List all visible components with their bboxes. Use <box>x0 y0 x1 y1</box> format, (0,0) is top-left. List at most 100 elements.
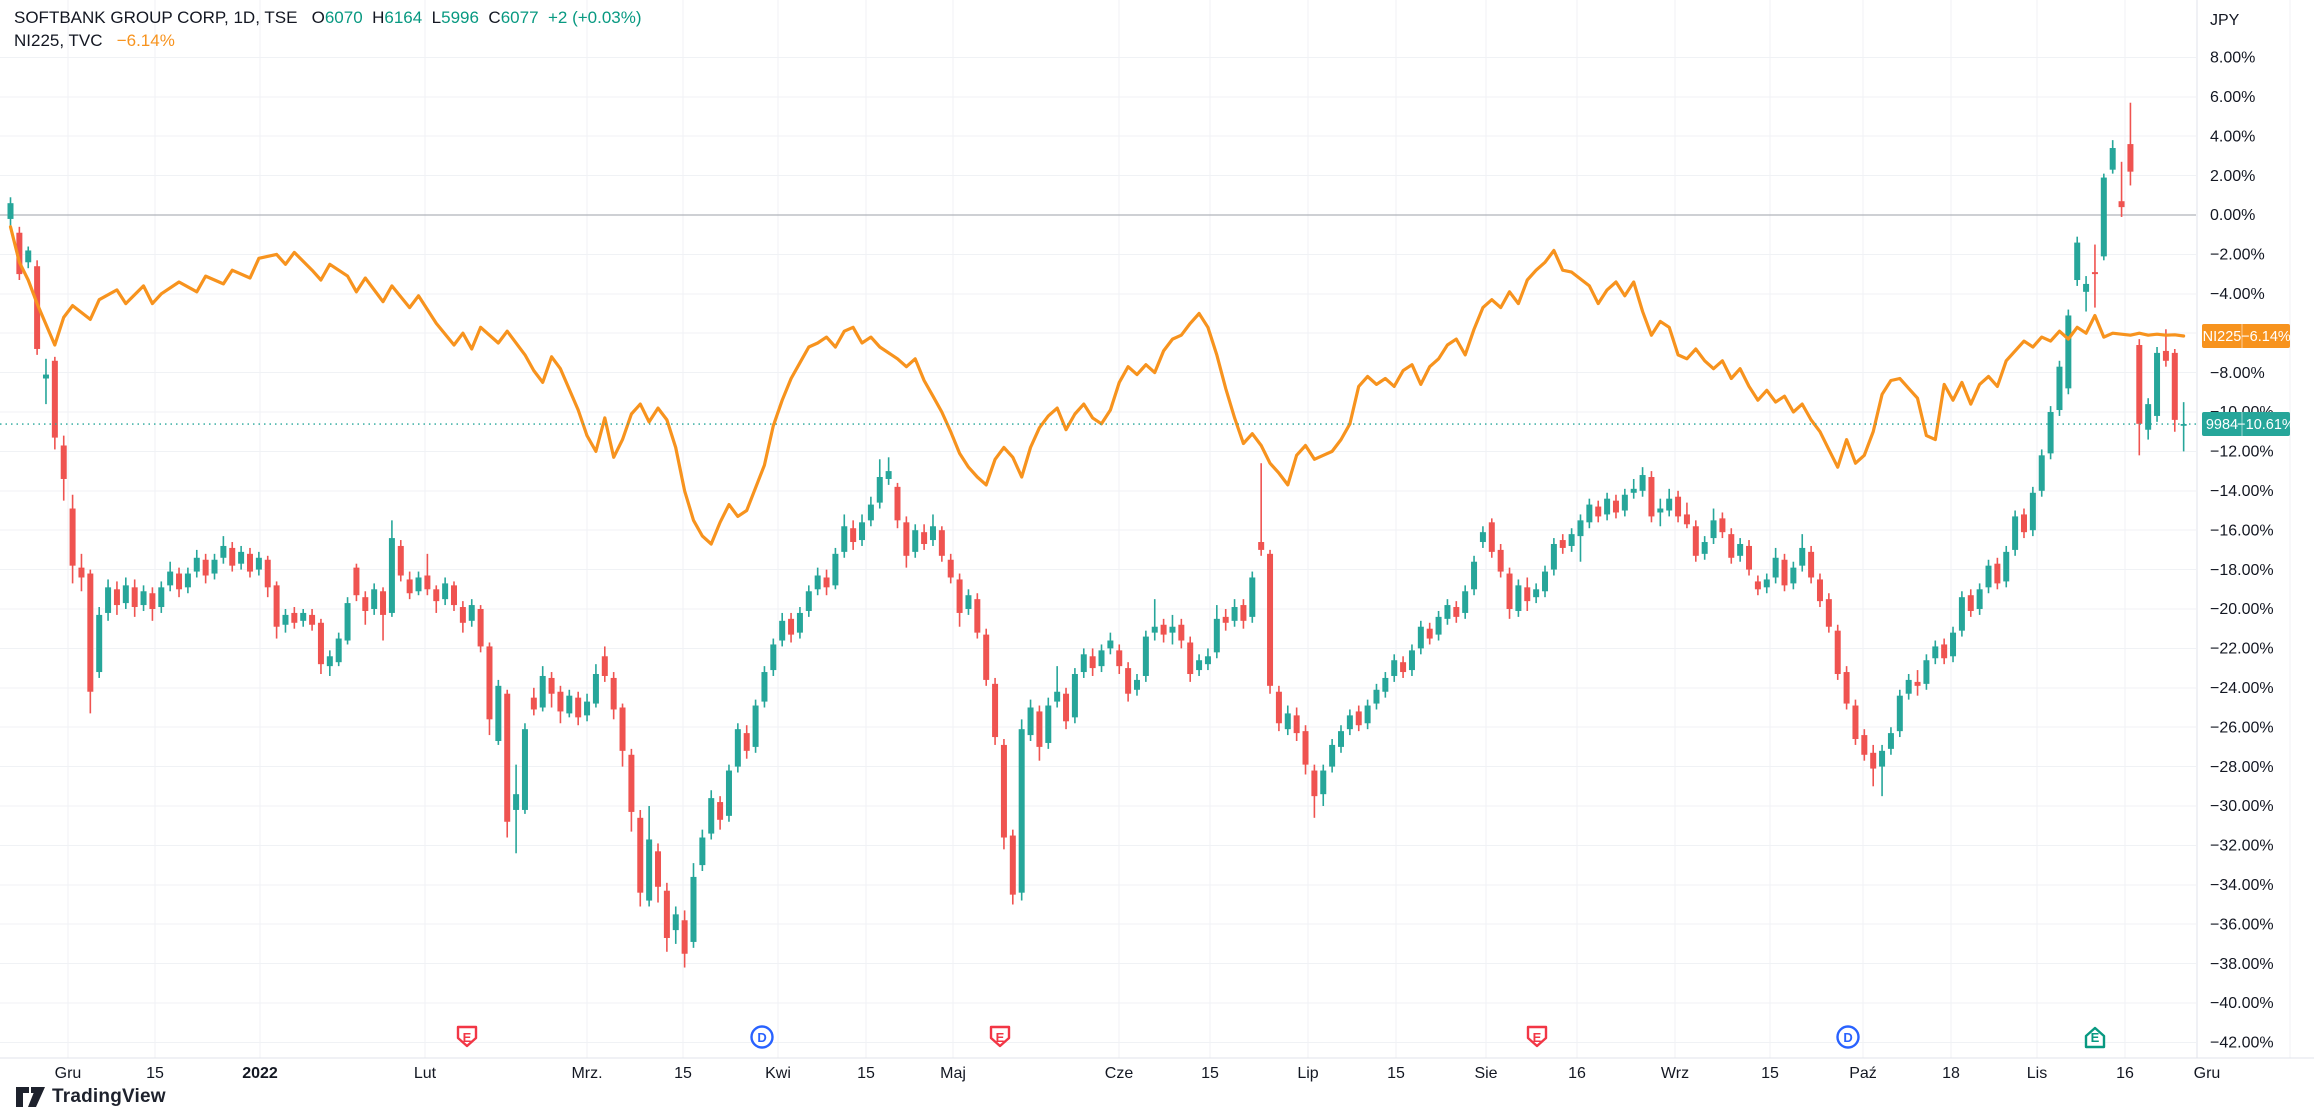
time-axis-label: 15 <box>1201 1065 1219 1082</box>
candle <box>513 764 520 854</box>
candle <box>725 764 732 822</box>
candle <box>193 549 200 578</box>
event-badge-dividend[interactable]: D <box>1836 1025 1860 1049</box>
price-axis-label: −14.00% <box>2210 483 2274 500</box>
candle <box>717 796 724 830</box>
candle <box>42 358 49 405</box>
event-badge-dividend[interactable]: D <box>750 1025 774 1049</box>
candle <box>380 587 387 641</box>
price-axis-label: −28.00% <box>2210 759 2274 776</box>
candle <box>1577 514 1584 562</box>
event-badge-letter: E <box>996 1030 1005 1045</box>
candle <box>1958 591 1965 637</box>
candle <box>184 567 191 594</box>
candle <box>1834 624 1841 680</box>
candle <box>1816 573 1823 608</box>
legend-main-row[interactable]: SOFTBANK GROUP CORP, 1D, TSE O6070 H6164… <box>14 6 642 29</box>
candle <box>176 567 183 598</box>
candle <box>1976 583 1983 615</box>
candle <box>1400 656 1407 678</box>
candle <box>1417 620 1424 655</box>
candle <box>1852 699 1859 745</box>
candle <box>495 679 502 745</box>
candle <box>1444 599 1451 625</box>
legend-compare-row[interactable]: NI225, TVC −6.14% <box>14 29 642 52</box>
event-badge-earnings[interactable]: E <box>1526 1025 1548 1048</box>
candle <box>1036 705 1043 761</box>
candle <box>557 685 564 724</box>
candle <box>1355 705 1362 732</box>
candle <box>2136 339 2143 456</box>
symbol-meta: , 1D, TSE <box>224 8 298 27</box>
candle <box>903 516 910 568</box>
candle <box>202 553 209 584</box>
ni225-compare-line[interactable] <box>8 225 2186 546</box>
candle <box>1790 561 1797 590</box>
candle <box>51 356 58 450</box>
candle <box>1728 528 1735 564</box>
price-axis-label: −40.00% <box>2210 995 2274 1012</box>
candle <box>1950 626 1957 663</box>
tradingview-logo[interactable]: TradingView <box>16 1084 166 1110</box>
price-axis-label: −24.00% <box>2210 680 2274 697</box>
candle <box>504 689 511 838</box>
compare-symbol-title[interactable]: NI225, TVC <box>14 31 103 50</box>
candle <box>1222 609 1229 631</box>
candle <box>521 723 528 814</box>
price-axis-label: −12.00% <box>2210 444 2274 461</box>
candle <box>1382 672 1389 698</box>
candle <box>1267 549 1274 694</box>
candle <box>25 246 32 269</box>
time-axis-label: Gru <box>55 1065 82 1082</box>
candle <box>1692 520 1699 562</box>
candle <box>1515 579 1522 617</box>
candle <box>1905 674 1912 700</box>
candle <box>1666 488 1673 517</box>
candle <box>619 703 626 767</box>
candle <box>1054 666 1061 708</box>
ohlc-close-value: 6077 <box>500 8 539 27</box>
price-badge-ni225[interactable]: NI225 −6.14% <box>2202 323 2291 348</box>
candle <box>752 699 759 753</box>
candle <box>2003 545 2010 588</box>
candle <box>344 597 351 645</box>
candle <box>1754 575 1761 596</box>
price-axis-label: −4.00% <box>2210 286 2265 303</box>
candle <box>211 553 218 580</box>
candle <box>1027 699 1034 741</box>
candle <box>1231 599 1238 627</box>
event-badge-upcoming-earnings[interactable]: E <box>2084 1026 2106 1049</box>
candle <box>1346 709 1353 736</box>
candlestick-series[interactable] <box>7 102 2187 968</box>
event-badge-letter: E <box>463 1030 472 1045</box>
event-badge-letter: E <box>2091 1030 2100 1045</box>
price-axis[interactable]: JPY 8.00% 6.00% 4.00% 2.00% 0.00% −2.00% −4.00%… <box>2196 0 2314 1058</box>
time-axis-label: 15 <box>857 1065 875 1082</box>
candle <box>1364 699 1371 730</box>
candle <box>246 547 253 578</box>
event-badge-earnings[interactable]: E <box>989 1025 1011 1048</box>
event-badge-earnings[interactable]: E <box>456 1025 478 1048</box>
candle <box>1994 557 2001 590</box>
candle <box>371 583 378 615</box>
candle <box>1559 534 1566 554</box>
price-badge-9984[interactable]: 9984 −10.61% <box>2202 412 2295 437</box>
candle <box>1311 764 1318 818</box>
candle <box>1213 605 1220 659</box>
candle <box>859 514 866 546</box>
candle <box>929 514 936 546</box>
time-axis[interactable]: Gru 15 2022 Lut Mrz. 15 Kwi 15 Maj Cze 15 Lip 15 Sie 1… <box>0 1057 2314 1082</box>
candle <box>1098 644 1105 673</box>
candle <box>69 494 76 584</box>
tradingview-logo-icon <box>16 1087 45 1107</box>
candle <box>16 226 23 281</box>
candle <box>1683 502 1690 529</box>
symbol-title[interactable]: SOFTBANK GROUP CORP <box>14 8 225 27</box>
candle <box>548 672 555 708</box>
ohlc-close-label: C <box>488 8 501 27</box>
candle <box>78 553 85 592</box>
candle <box>1479 526 1486 548</box>
price-axis-currency: JPY <box>2210 12 2240 29</box>
